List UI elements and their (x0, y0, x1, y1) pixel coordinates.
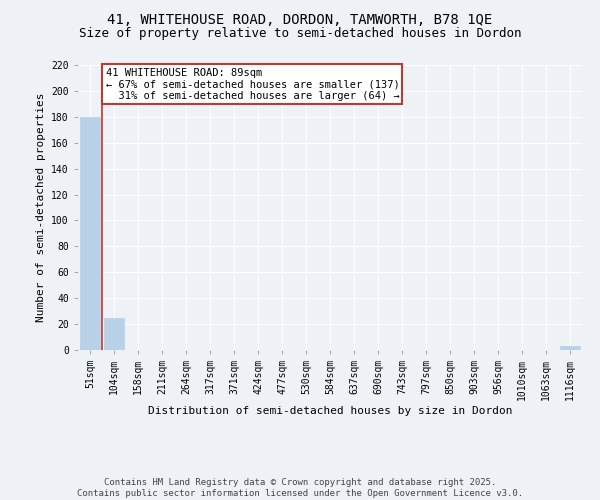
Y-axis label: Number of semi-detached properties: Number of semi-detached properties (36, 93, 46, 322)
X-axis label: Distribution of semi-detached houses by size in Dordon: Distribution of semi-detached houses by … (148, 406, 512, 415)
Text: 41 WHITEHOUSE ROAD: 89sqm
← 67% of semi-detached houses are smaller (137)
  31% : 41 WHITEHOUSE ROAD: 89sqm ← 67% of semi-… (106, 68, 400, 101)
Text: Size of property relative to semi-detached houses in Dordon: Size of property relative to semi-detach… (79, 28, 521, 40)
Bar (80, 117, 100, 350)
Text: 41, WHITEHOUSE ROAD, DORDON, TAMWORTH, B78 1QE: 41, WHITEHOUSE ROAD, DORDON, TAMWORTH, B… (107, 12, 493, 26)
Bar (560, 346, 580, 350)
Bar (104, 318, 124, 350)
Text: Contains HM Land Registry data © Crown copyright and database right 2025.
Contai: Contains HM Land Registry data © Crown c… (77, 478, 523, 498)
